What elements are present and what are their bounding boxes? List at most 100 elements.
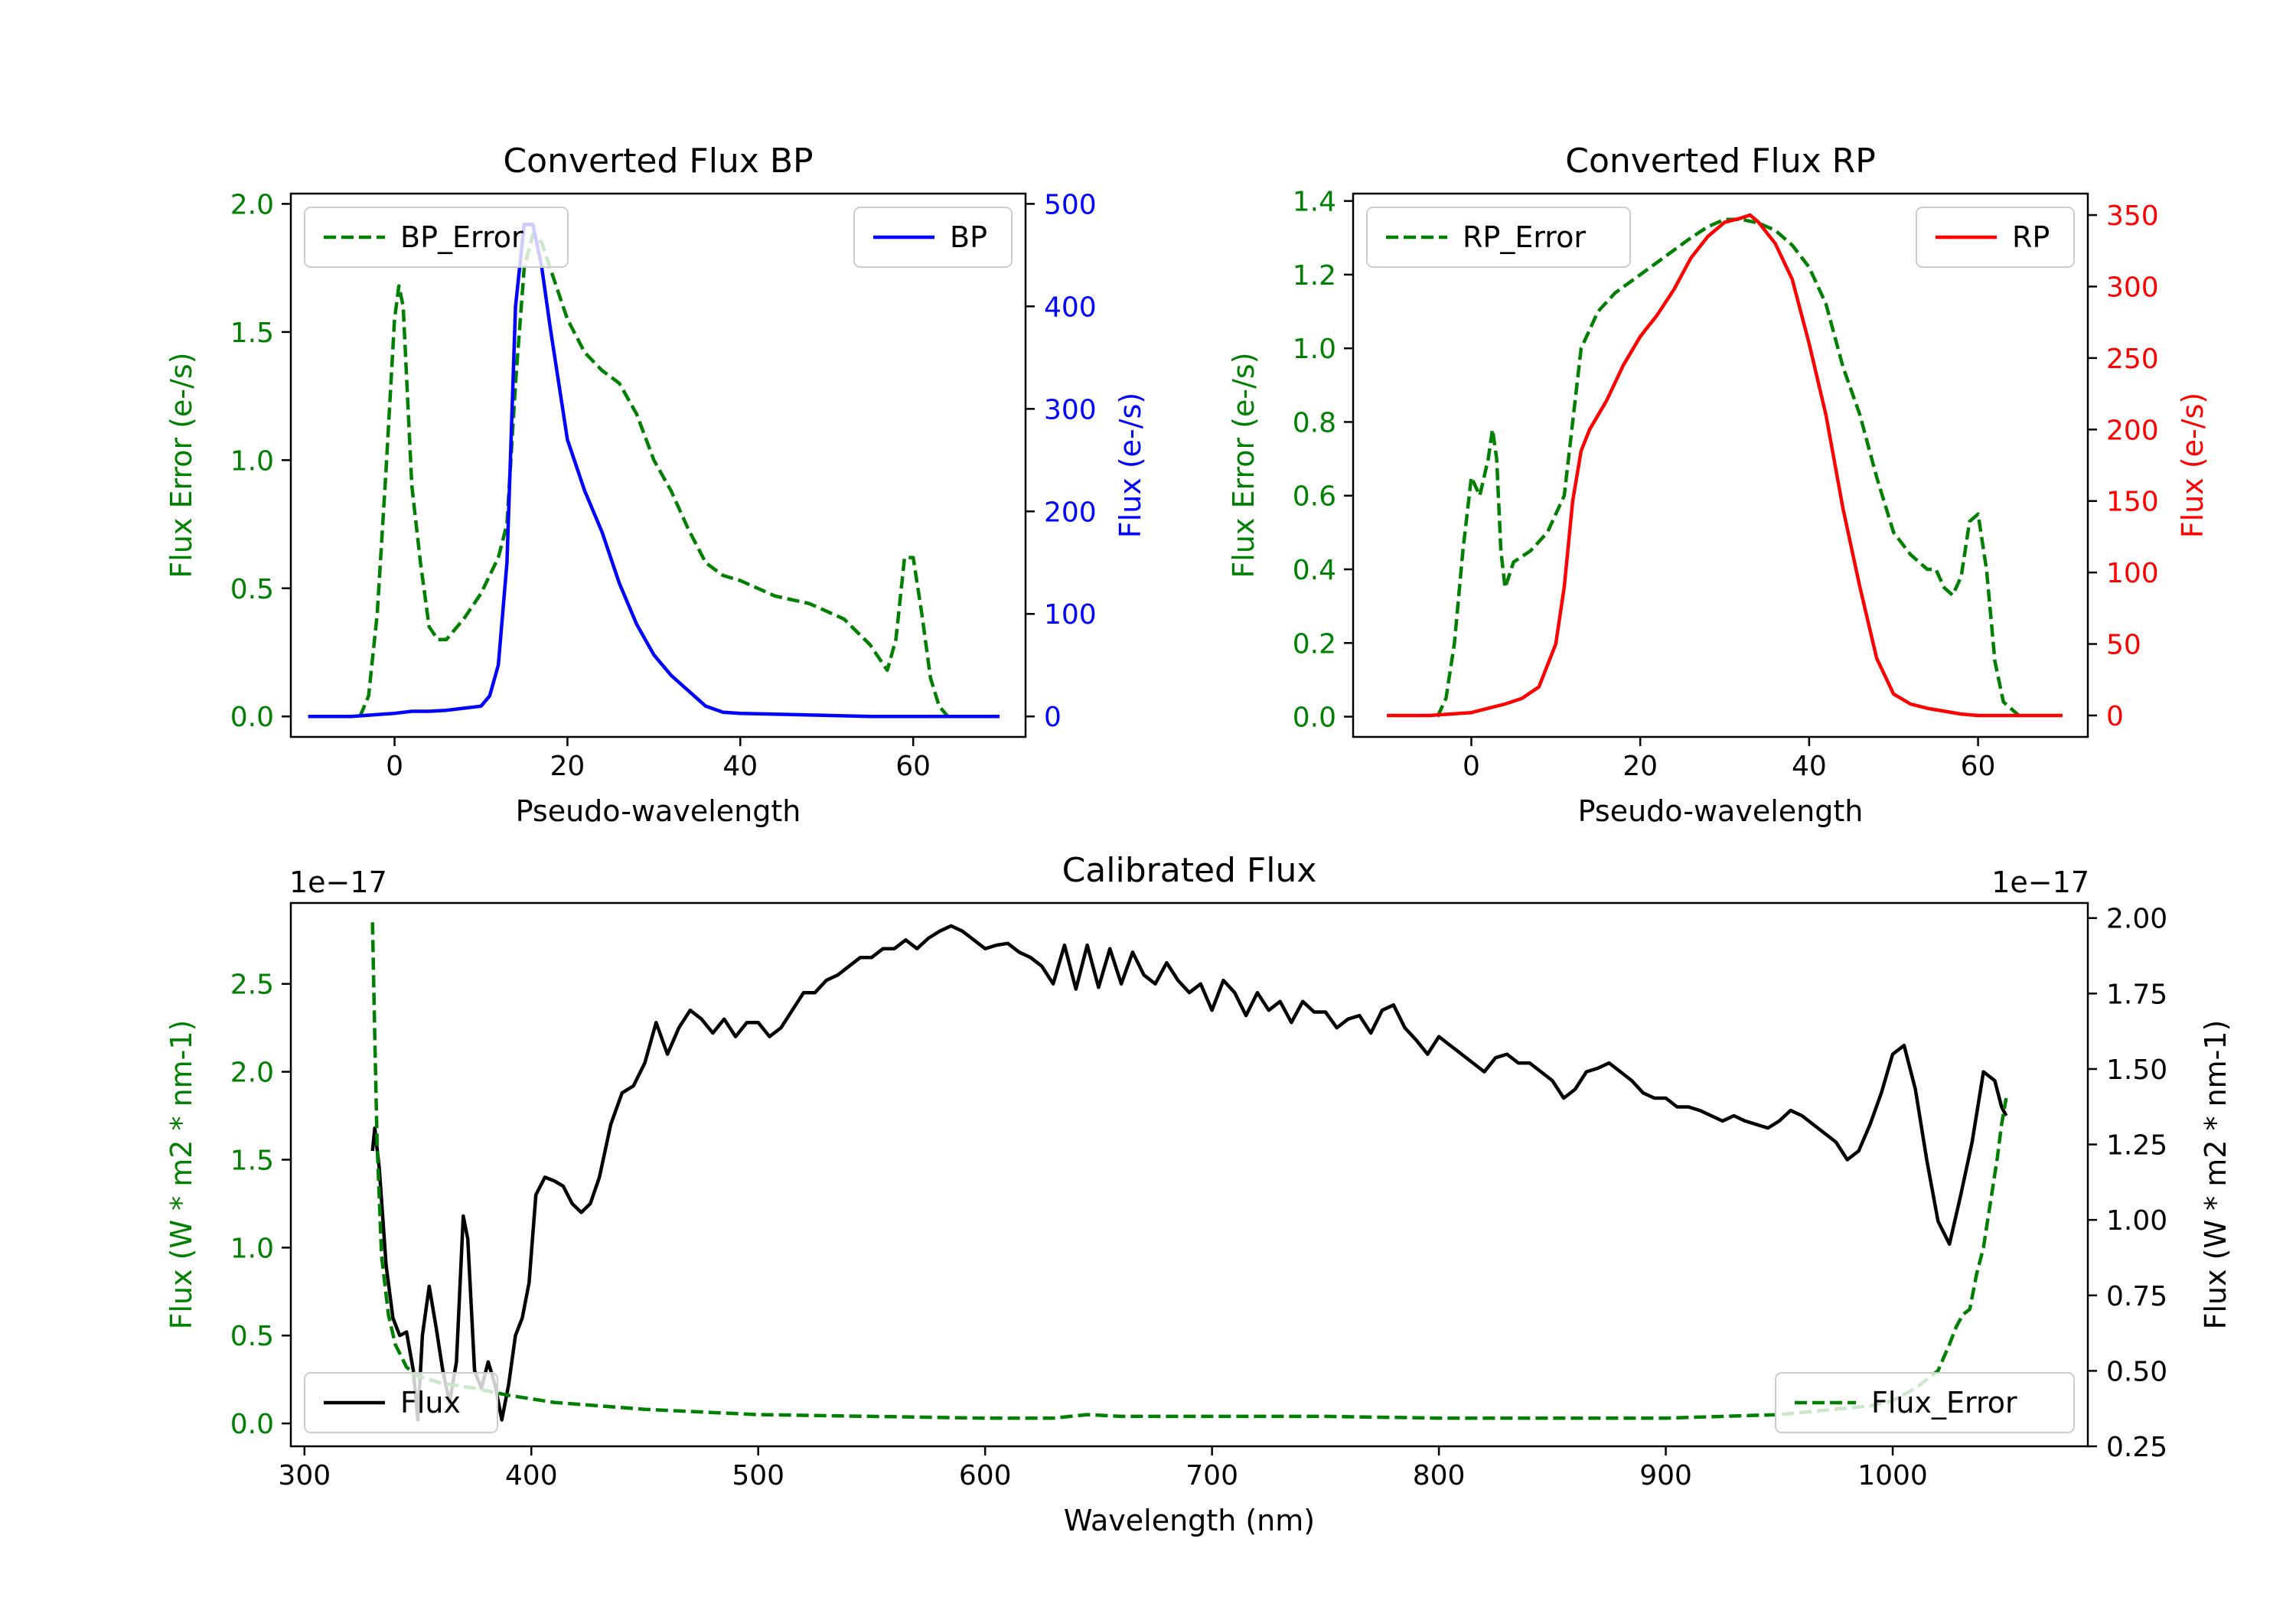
rp-series-rp [1387, 213, 2063, 718]
bp-axes-frame [289, 192, 1027, 738]
calibrated-left-y-tick-label: 1.5 [230, 1145, 274, 1176]
rp-legends: RP_Error RP [1366, 207, 2075, 268]
rp-right-y-tick-label: 300 [2106, 272, 2159, 303]
legend-label: Flux_Error [1871, 1386, 2017, 1420]
rp-right-y-tick-label: 200 [2106, 415, 2159, 446]
calibrated-right-y-tick-label: 1.75 [2106, 979, 2167, 1010]
bp-left-y-tick-label: 0.5 [230, 574, 274, 605]
calibrated-x-tick-label: 300 [278, 1460, 331, 1491]
bp-left-y-tick-label: 2.0 [230, 189, 274, 220]
bp-x-tick-label: 20 [550, 751, 585, 782]
bp-plot-area: 0 20 40 60 0.0 0.5 1.0 1.5 2.0 0 100 200 300 400 500 [230, 189, 1097, 782]
bp-legend-bp-error: BP_Error [304, 207, 569, 268]
calibrated-left-y-tick-label: 2.5 [230, 970, 274, 1001]
rp-x-tick-label: 20 [1623, 751, 1658, 782]
calibrated-right-y-tick-label: 0.25 [2106, 1432, 2167, 1463]
calibrated-x-tick-label: 800 [1413, 1460, 1466, 1491]
rp-x-tick-label: 40 [1792, 751, 1827, 782]
rp-left-y-tick-label: 0.4 [1293, 555, 1336, 586]
calibrated-x-tick-label: 400 [505, 1460, 558, 1491]
bp-right-y-tick-label: 500 [1044, 189, 1097, 220]
calibrated-x-tick-label: 600 [959, 1460, 1012, 1491]
rp-x-tick-label: 60 [1961, 751, 1996, 782]
calibrated-left-y-axis-label: Flux (W * m2 * nm-1) [165, 1020, 198, 1330]
bp-left-y-tick-label: 1.5 [230, 318, 274, 349]
rp-title: Converted Flux RP [1565, 142, 1876, 181]
calibrated-series-flux [370, 924, 2008, 1422]
rp-left-y-tick-label: 0.6 [1293, 481, 1336, 513]
rp-axes-frame [1352, 192, 2089, 738]
bp-right-y-tick-label: 100 [1044, 599, 1097, 631]
calibrated-left-y-tick-label: 2.0 [230, 1058, 274, 1089]
rp-right-y-tick-label: 250 [2106, 344, 2159, 375]
rp-legend-rp: RP [1916, 207, 2075, 268]
rp-left-y-tick-label: 0.2 [1293, 628, 1336, 660]
rp-right-y-tick-label: 100 [2106, 558, 2159, 589]
bp-right-y-tick-label: 300 [1044, 394, 1097, 425]
calibrated-x-tick-label: 900 [1639, 1460, 1692, 1491]
rp-right-y-tick-label: 350 [2106, 200, 2159, 232]
bp-left-y-tick-label: 0.0 [230, 702, 274, 733]
rp-left-y-tick-label: 1.2 [1293, 260, 1336, 292]
bp-title: Converted Flux BP [503, 142, 813, 181]
legend-box [1366, 207, 1631, 268]
rp-left-y-axis-label: Flux Error (e-/s) [1227, 352, 1261, 578]
calibrated-right-y-tick-label: 2.00 [2106, 904, 2167, 935]
calibrated-series-flux-error [370, 922, 2008, 1420]
legend-box [304, 1372, 498, 1433]
calibrated-right-y-tick-label: 0.50 [2106, 1356, 2167, 1387]
rp-panel: Converted Flux RP Pseudo-wavelength Flux… [1227, 142, 2210, 828]
bp-right-y-tick-label: 400 [1044, 292, 1097, 323]
rp-legend-rp-error: RP_Error [1366, 207, 1631, 268]
bp-x-axis-label: Pseudo-wavelength [516, 794, 801, 828]
bp-right-y-axis-label: Flux (e-/s) [1114, 393, 1147, 538]
calibrated-legend-flux: Flux [304, 1372, 498, 1433]
calibrated-left-offset-label: 1e−17 [289, 865, 387, 899]
bp-legend-bp: BP [853, 207, 1013, 268]
rp-x-axis-label: Pseudo-wavelength [1578, 794, 1864, 828]
rp-right-y-tick-label: 150 [2106, 487, 2159, 518]
calibrated-x-tick-label: 700 [1186, 1460, 1238, 1491]
bp-panel: Converted Flux BP Pseudo-wavelength Flux… [165, 142, 1147, 828]
bp-legends: BP_Error BP [304, 207, 1013, 268]
rp-right-y-tick-label: 0 [2106, 701, 2124, 732]
rp-x-tick-label: 0 [1463, 751, 1480, 782]
bp-x-tick-label: 60 [895, 751, 931, 782]
calibrated-x-tick-label: 500 [732, 1460, 784, 1491]
legend-box [304, 207, 569, 268]
calibrated-left-y-tick-label: 0.5 [230, 1321, 274, 1352]
rp-left-y-tick-label: 0.8 [1293, 407, 1336, 438]
rp-left-y-tick-label: 1.0 [1293, 334, 1336, 365]
legend-label: BP_Error [400, 220, 523, 254]
legend-box [1775, 1372, 2075, 1433]
calibrated-right-y-axis-label: Flux (W * m2 * nm-1) [2199, 1020, 2232, 1330]
calibrated-plot-area: 300 400 500 600 700 800 900 1000 0.0 0.5 1.0 1.5 2.0… [230, 901, 2167, 1491]
calibrated-right-y-tick-label: 1.25 [2106, 1130, 2167, 1162]
bp-series-bp [308, 222, 1000, 719]
calibrated-left-y-tick-label: 1.0 [230, 1233, 274, 1264]
calibrated-right-y-tick-label: 0.75 [2106, 1281, 2167, 1312]
rp-right-y-tick-label: 50 [2106, 630, 2141, 661]
calibrated-legend-flux-error: Flux_Error [1775, 1372, 2075, 1433]
legend-label: BP [950, 220, 987, 254]
legend-label: Flux [400, 1386, 461, 1420]
rp-right-y-axis-label: Flux (e-/s) [2176, 393, 2210, 538]
legend-label: RP_Error [1463, 220, 1586, 254]
calibrated-x-tick-label: 1000 [1857, 1460, 1928, 1491]
bp-right-y-tick-label: 0 [1044, 702, 1062, 733]
calibrated-x-axis-label: Wavelength (nm) [1064, 1504, 1315, 1537]
calibrated-right-y-tick-label: 1.50 [2106, 1054, 2167, 1086]
calibrated-left-y-tick-label: 0.0 [230, 1409, 274, 1440]
calibrated-legends: Flux Flux_Error [304, 1372, 2075, 1433]
rp-left-y-tick-label: 0.0 [1293, 702, 1336, 734]
legend-label: RP [2012, 220, 2050, 254]
calibrated-title: Calibrated Flux [1062, 851, 1317, 890]
bp-right-y-tick-label: 200 [1044, 497, 1097, 528]
bp-x-tick-label: 40 [722, 751, 758, 782]
rp-plot-area: 0 20 40 60 0.0 0.2 0.4 0.6 0.8 1.0 1.2 1.4 0 50 100 150… [1293, 187, 2159, 782]
rp-series-rp-error [1436, 217, 2022, 719]
calibrated-panel: Calibrated Flux Wavelength (nm) Flux (W … [165, 851, 2232, 1537]
rp-left-y-tick-label: 1.4 [1293, 187, 1336, 218]
bp-left-y-tick-label: 1.0 [230, 445, 274, 477]
calibrated-axes-frame [289, 901, 2089, 1448]
